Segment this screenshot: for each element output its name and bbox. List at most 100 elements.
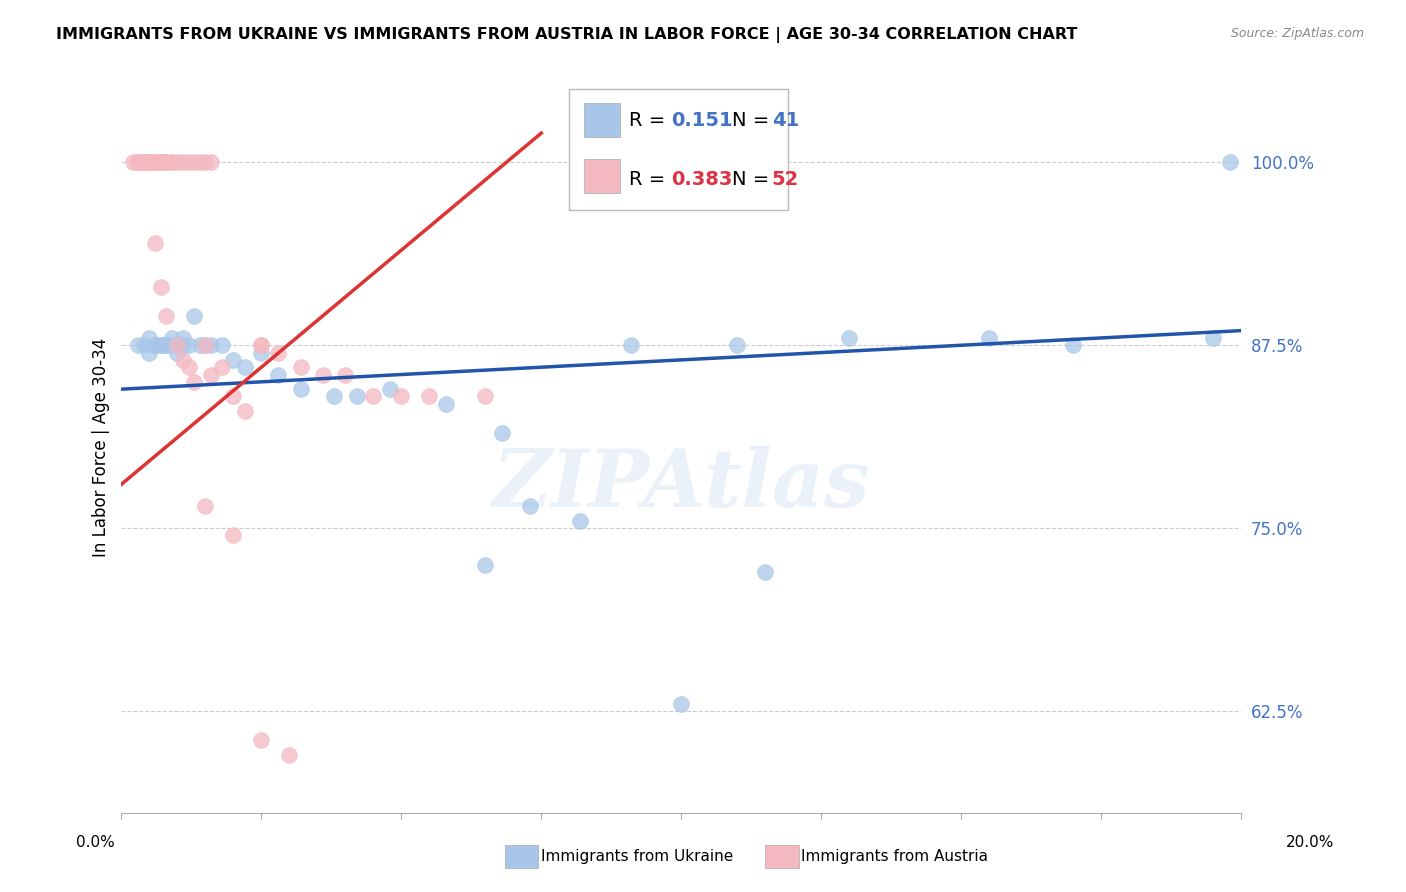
Point <box>1219 155 1241 169</box>
Point <box>250 733 273 747</box>
Point <box>121 155 143 169</box>
Point <box>188 338 211 352</box>
Text: Source: ZipAtlas.com: Source: ZipAtlas.com <box>1230 27 1364 40</box>
Point <box>200 155 222 169</box>
Point <box>620 338 643 352</box>
Point <box>491 425 513 440</box>
Point <box>290 382 312 396</box>
Point <box>132 155 155 169</box>
Point <box>183 375 205 389</box>
Point <box>172 338 194 352</box>
Point <box>132 155 155 169</box>
Point <box>200 338 222 352</box>
Point <box>519 499 541 513</box>
Point <box>335 368 357 382</box>
Point <box>127 155 149 169</box>
Text: N =: N = <box>731 112 775 130</box>
Text: ZIPAtlas: ZIPAtlas <box>492 445 870 523</box>
Point <box>1062 338 1084 352</box>
Point <box>838 331 860 345</box>
Point <box>149 338 172 352</box>
Point <box>222 528 245 542</box>
Point <box>1202 331 1225 345</box>
Point <box>160 155 183 169</box>
Point <box>346 389 368 403</box>
Point <box>155 155 177 169</box>
Point <box>977 331 1000 345</box>
Text: 52: 52 <box>772 169 799 189</box>
Point <box>143 155 166 169</box>
Text: 41: 41 <box>772 112 799 130</box>
Point <box>132 338 155 352</box>
Text: 20.0%: 20.0% <box>1286 836 1334 850</box>
Text: Immigrants from Ukraine: Immigrants from Ukraine <box>541 849 734 863</box>
Point <box>143 235 166 250</box>
Point <box>149 338 172 352</box>
Point <box>138 155 160 169</box>
Point <box>278 747 301 762</box>
Point <box>160 338 183 352</box>
Y-axis label: In Labor Force | Age 30-34: In Labor Force | Age 30-34 <box>93 338 110 558</box>
Point <box>166 338 188 352</box>
Point <box>143 338 166 352</box>
Point <box>725 338 748 352</box>
Point <box>177 338 200 352</box>
Point <box>323 389 346 403</box>
Point <box>149 155 172 169</box>
FancyBboxPatch shape <box>583 103 620 136</box>
Point <box>250 338 273 352</box>
Point <box>222 389 245 403</box>
Text: 0.383: 0.383 <box>671 169 733 189</box>
Point <box>166 155 188 169</box>
Point <box>267 368 290 382</box>
Point <box>132 155 155 169</box>
Point <box>194 338 217 352</box>
Point <box>211 338 233 352</box>
Point <box>177 155 200 169</box>
Point <box>149 155 172 169</box>
Point <box>194 499 217 513</box>
Point <box>474 389 496 403</box>
Point <box>172 352 194 367</box>
Point <box>143 338 166 352</box>
Point <box>149 155 172 169</box>
Point <box>222 352 245 367</box>
Text: N =: N = <box>731 169 775 189</box>
Text: R =: R = <box>628 112 671 130</box>
Text: R =: R = <box>628 169 671 189</box>
Point <box>127 338 149 352</box>
Point <box>160 155 183 169</box>
Point <box>389 389 412 403</box>
Text: 0.0%: 0.0% <box>76 836 115 850</box>
Point <box>418 389 440 403</box>
Point <box>434 397 457 411</box>
Point <box>250 338 273 352</box>
Point <box>183 309 205 323</box>
Point <box>669 697 692 711</box>
Point <box>138 155 160 169</box>
Point <box>138 331 160 345</box>
Point <box>363 389 385 403</box>
Point <box>290 360 312 375</box>
Text: Immigrants from Austria: Immigrants from Austria <box>801 849 988 863</box>
Point <box>138 155 160 169</box>
Point <box>312 368 335 382</box>
Text: IMMIGRANTS FROM UKRAINE VS IMMIGRANTS FROM AUSTRIA IN LABOR FORCE | AGE 30-34 CO: IMMIGRANTS FROM UKRAINE VS IMMIGRANTS FR… <box>56 27 1077 43</box>
Point <box>378 382 401 396</box>
Text: 0.151: 0.151 <box>671 112 733 130</box>
Point <box>474 558 496 572</box>
Point <box>194 155 217 169</box>
Point <box>569 514 592 528</box>
Point <box>138 155 160 169</box>
Point <box>177 360 200 375</box>
Point <box>138 345 160 359</box>
Point <box>754 565 776 579</box>
Point <box>194 338 217 352</box>
Point <box>172 331 194 345</box>
Point <box>155 155 177 169</box>
Point <box>250 345 273 359</box>
Point <box>183 155 205 169</box>
Point <box>143 155 166 169</box>
Point <box>155 338 177 352</box>
FancyBboxPatch shape <box>569 89 787 210</box>
